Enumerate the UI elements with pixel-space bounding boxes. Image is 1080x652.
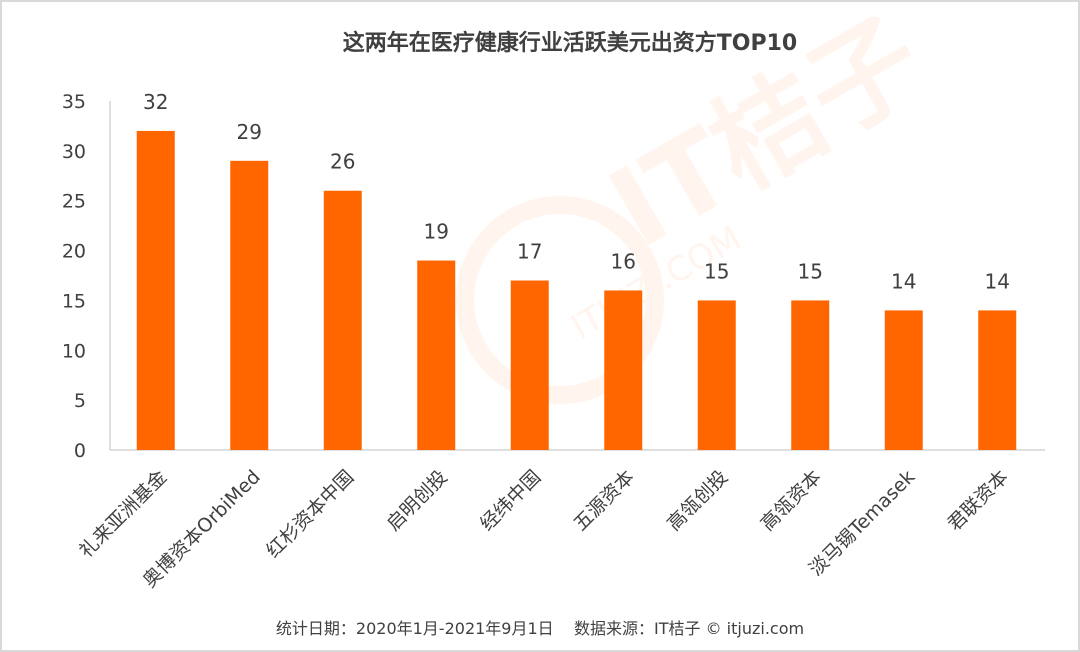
bar — [604, 290, 643, 450]
chart-title: 这两年在医疗健康行业活跃美元出资方TOP10 — [343, 30, 797, 56]
bar — [230, 160, 269, 451]
y-tick-label: 0 — [74, 440, 86, 462]
bar — [510, 280, 549, 450]
y-tick-label: 15 — [62, 290, 86, 312]
data-label: 15 — [704, 259, 729, 283]
x-tick-label: 高瓴资本 — [756, 466, 825, 535]
x-tick-label: 高瓴创投 — [663, 466, 732, 535]
y-tick-label: 35 — [62, 91, 86, 113]
y-tick-label: 10 — [62, 340, 86, 362]
data-label: 32 — [143, 90, 168, 114]
bar — [136, 130, 175, 450]
x-tick-label: 经纬中国 — [476, 466, 545, 535]
data-label: 26 — [330, 150, 355, 174]
y-tick-label: 20 — [62, 241, 86, 263]
y-tick-label: 25 — [62, 191, 86, 213]
bar — [884, 310, 923, 450]
footer-source: 统计日期：2020年1月-2021年9月1日 数据来源：IT桔子 © itjuz… — [276, 619, 804, 638]
y-tick-label: 30 — [62, 141, 86, 163]
data-label: 17 — [517, 239, 542, 263]
x-tick-label: 五源资本 — [569, 466, 638, 535]
data-label: 29 — [237, 120, 262, 144]
x-tick-label: 启明创投 — [382, 466, 451, 535]
x-tick-label: 红杉资本中国 — [262, 466, 358, 562]
data-label: 19 — [424, 220, 449, 244]
bar — [978, 310, 1017, 450]
bar — [697, 300, 736, 450]
data-label: 15 — [798, 259, 823, 283]
y-tick-label: 5 — [74, 390, 86, 412]
bar — [791, 300, 830, 450]
x-tick-label: 君联资本 — [943, 466, 1012, 535]
bar — [323, 190, 362, 450]
data-label: 14 — [985, 269, 1010, 293]
bar — [417, 260, 456, 450]
x-tick-label: 礼来亚洲基金 — [75, 466, 171, 562]
bars: 32礼来亚洲基金29奥博资本OrbiMed26红杉资本中国19启明创投17经纬中… — [75, 90, 1017, 592]
data-label: 16 — [611, 249, 636, 273]
data-label: 14 — [891, 269, 916, 293]
